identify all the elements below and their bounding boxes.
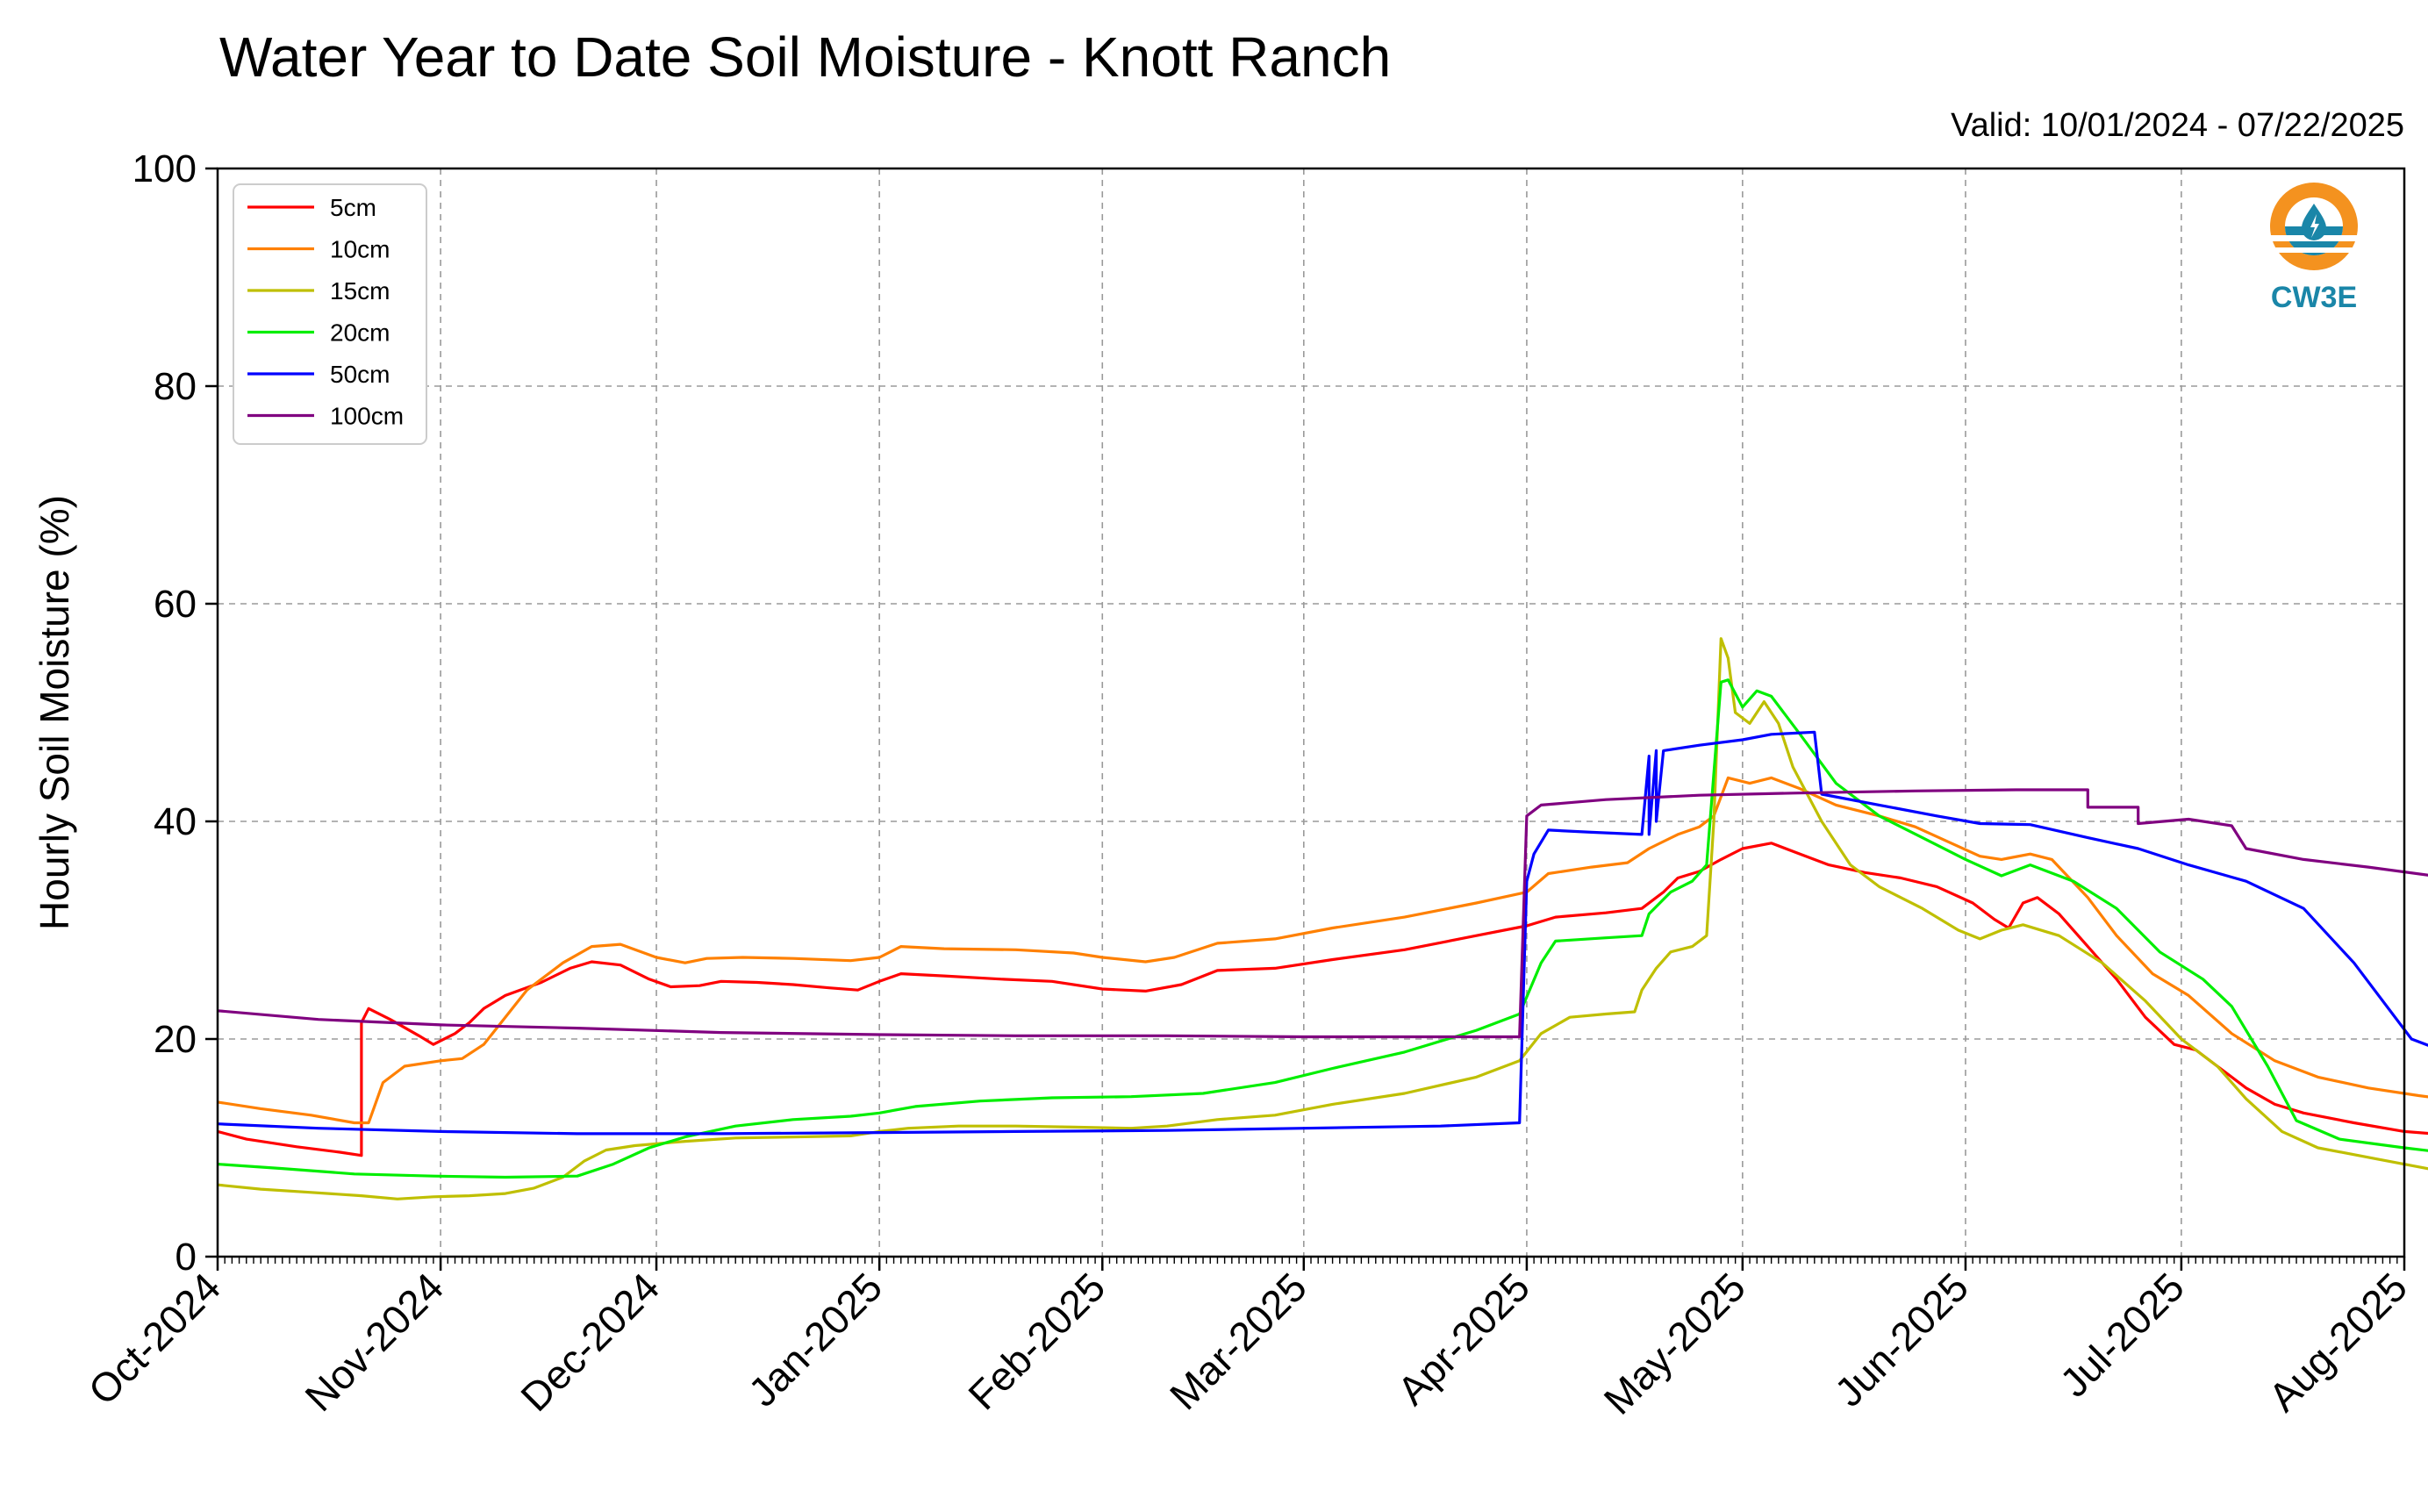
legend-label-100cm: 100cm [330,403,404,430]
x-tick-label: Jul-2025 [2051,1264,2193,1406]
legend-label-20cm: 20cm [330,319,390,347]
y-tick-label: 80 [154,365,197,408]
chart-subtitle: Valid: 10/01/2024 - 07/22/2025 [1951,107,2404,144]
chart-title: Water Year to Date Soil Moisture - Knott… [219,25,1392,89]
series-line-5cm [217,842,2428,1157]
logo-text: CW3E [2271,281,2357,314]
legend-label-5cm: 5cm [330,194,376,221]
legend-label-50cm: 50cm [330,361,390,388]
legend-label-15cm: 15cm [330,277,390,305]
series-line-20cm [217,678,2428,1179]
y-tick-label: 0 [175,1236,197,1279]
y-tick-label: 40 [154,800,197,843]
x-tick-label: Nov-2024 [296,1264,452,1420]
y-tick-label: 100 [133,147,197,190]
x-tick-label: Jan-2025 [740,1264,891,1415]
plot-frame [216,167,2406,1258]
x-tick-label: Dec-2024 [512,1264,668,1420]
y-tick-label: 20 [154,1018,197,1061]
x-tick-label: Oct-2024 [80,1264,230,1414]
x-tick-label: Aug-2025 [2260,1264,2416,1420]
axes: 0 20 40 60 80 100 Oct-2024 Nov-2024 Dec-2024 Jan-… [80,147,2417,1423]
y-tick-label: 60 [154,583,197,626]
legend-label-10cm: 10cm [330,236,390,263]
series-lines [217,637,2428,1200]
x-tick-label: May-2025 [1594,1264,1753,1422]
series-line-50cm [217,730,2428,1136]
x-tick-label: Feb-2025 [959,1264,1114,1418]
series-line-15cm [217,637,2428,1200]
grid-lines [218,168,2404,1257]
series-line-10cm [217,776,2428,1125]
minor-ticks [217,1257,2405,1264]
x-tick-label: Mar-2025 [1161,1264,1315,1418]
x-tick-label: Apr-2025 [1388,1264,1538,1414]
y-axis-label: Hourly Soil Moisture (%) [32,495,77,930]
x-tick-label: Jun-2025 [1826,1264,1977,1415]
cw3e-logo: CW3E [2270,183,2358,314]
series-line-100cm [217,788,2428,1039]
legend: 5cm 10cm 15cm 20cm 50cm 100cm [233,183,427,445]
